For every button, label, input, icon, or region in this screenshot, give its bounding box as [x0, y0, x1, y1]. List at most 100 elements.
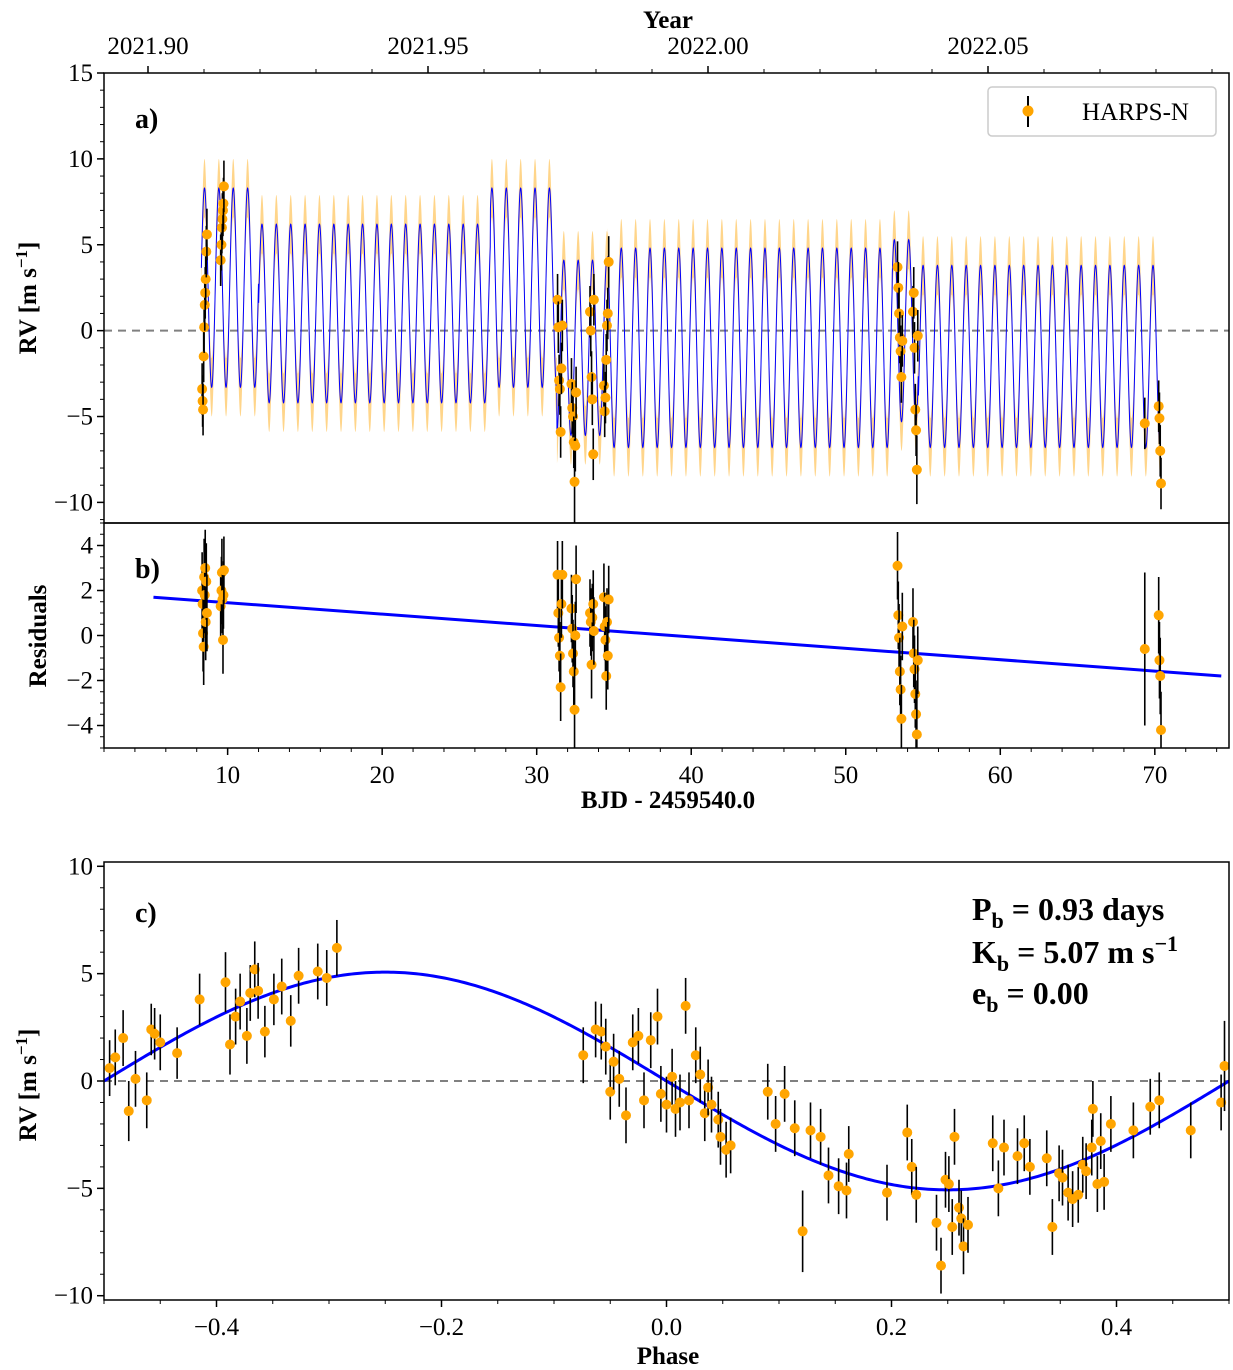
panel-c-point-63: [823, 1170, 834, 1181]
panel-a-point-3: [198, 351, 209, 362]
legend-marker: [1022, 105, 1034, 117]
panel-c-point-58: [779, 1088, 790, 1099]
panel-c-point-11: [220, 977, 231, 988]
param-k-sup: −1: [1154, 931, 1178, 956]
panel-a-point-20: [554, 384, 565, 395]
panel-c-label: c): [135, 898, 157, 929]
panel-c-point-22: [285, 1015, 296, 1026]
panel-c-point-65: [841, 1185, 852, 1196]
panel-a-point-28: [569, 476, 580, 487]
panel-a-point-39: [600, 392, 611, 403]
panel-c-point-1: [110, 1052, 121, 1063]
panel-c-point-62: [815, 1131, 826, 1142]
panel-a: −10 −5 0 5 10 15 2021.90 2021.95 2022.00 2022.05…: [12, 7, 1230, 524]
panel-b-point-22: [556, 599, 567, 609]
panel-b-point-50: [897, 621, 908, 632]
panel-c-point-52: [713, 1114, 724, 1125]
legend-box: [987, 86, 1217, 137]
panel-c-xtick-label-1: −0.2: [419, 1314, 464, 1341]
panel-b-point-44: [892, 560, 903, 571]
panel-c-point-13: [230, 1011, 241, 1022]
panel-c-y-axis-title: RV [m s−1]: [12, 1029, 42, 1142]
panel-b-ytick-label-0: −4: [66, 713, 93, 740]
panel-b-point-43: [603, 594, 614, 605]
panel-a-ytick-label-3: 5: [81, 232, 94, 259]
panel-c-point-5: [141, 1095, 152, 1106]
top-axis-tick-label-2: 2022.00: [667, 33, 748, 60]
panel-c-point-101: [1087, 1103, 1098, 1114]
panel-a-point-55: [911, 425, 922, 436]
panel-c-point-45: [680, 1000, 691, 1011]
panel-c-point-88: [1047, 1222, 1058, 1232]
panel-c-point-19: [259, 1026, 270, 1037]
panel-c-point-47: [690, 1050, 701, 1061]
panel-b-point-30: [571, 574, 582, 585]
panel-b-trend-line: [153, 595, 1222, 678]
panel-c-point-26: [331, 942, 342, 953]
panel-c-point-55: [725, 1140, 736, 1151]
panel-a-point-50: [897, 335, 908, 346]
panel-a-zero-line-group: [104, 187, 1229, 449]
panel-a-point-49: [896, 372, 907, 383]
panel-c-point-29: [596, 1026, 607, 1037]
panel-a-point-60: [1154, 413, 1165, 424]
panel-a-point-22: [556, 363, 567, 374]
panel-a-point-9: [201, 229, 212, 240]
panel-b-point-36: [588, 626, 599, 636]
panel-c-point-50: [703, 1082, 714, 1093]
panel-c-point-107: [1219, 1060, 1229, 1071]
panel-b-point-42: [602, 650, 613, 661]
panel-c-point-86: [1024, 1161, 1035, 1172]
panel-b-point-6: [200, 563, 211, 573]
panel-b-ytick-label-4: 4: [81, 533, 94, 560]
panel-c-point-57: [770, 1118, 781, 1129]
panel-a-y-axis-title: RV [m s−1]: [12, 242, 42, 355]
panel-c-xtick-label-2: 0.0: [651, 1314, 682, 1341]
panel-a-point-56: [911, 464, 922, 475]
param-e-rest: = 0.00: [998, 975, 1088, 1011]
panel-a-point-32: [585, 325, 596, 336]
panel-a-point-7: [200, 274, 211, 285]
panel-c-ytick-label-1: −5: [66, 1175, 93, 1202]
panel-c-point-41: [661, 1099, 672, 1110]
panel-b-xtick-label-1: 20: [370, 762, 395, 789]
panel-c-point-25: [321, 972, 332, 983]
top-axis-tick-label-3: 2022.05: [947, 33, 1028, 60]
panel-c-point-80: [963, 1219, 973, 1230]
panel-c-point-59: [789, 1123, 800, 1134]
panel-c-point-81: [987, 1138, 998, 1149]
panel-c: −10 −5 0 5 10 −0.4 −0.2 0.0 0.2 0.4 Phase RV [m …: [12, 853, 1230, 1370]
panel-c-ylabel-main: RV [m s: [15, 1055, 42, 1141]
panel-b-point-62: [1156, 725, 1167, 735]
panel-b-point-16: [218, 565, 229, 576]
panel-a-point-23: [557, 320, 568, 331]
panel-c-point-33: [614, 1073, 625, 1084]
panel-c-point-39: [652, 1011, 663, 1022]
panel-c-point-7: [149, 1028, 160, 1039]
panel-c-point-79: [958, 1241, 969, 1252]
panel-c-point-66: [843, 1149, 854, 1159]
panel-c-point-100: [1105, 1118, 1116, 1129]
panel-b-ytick-label-2: 0: [81, 623, 94, 650]
panel-a-ytick-label-5: 15: [68, 60, 93, 87]
panel-c-point-10: [194, 994, 205, 1005]
param-e-main: e: [972, 975, 986, 1011]
panel-b-point-61: [1155, 671, 1166, 681]
panel-c-point-48: [695, 1069, 706, 1080]
panel-c-point-23: [293, 970, 304, 981]
panel-b-point-28: [569, 704, 580, 715]
panel-a-ylabel-end: ]: [15, 242, 42, 250]
panel-b-point-23: [557, 569, 568, 580]
panel-c-point-75: [947, 1222, 958, 1232]
panel-b-point-58: [1139, 644, 1150, 654]
panel-c-point-44: [675, 1097, 685, 1108]
param-k-rest: = 5.07 m s: [1009, 934, 1154, 970]
panel-c-x-ticks: −0.4 −0.2 0.0 0.2 0.4: [103, 1300, 1230, 1341]
panel-a-point-16: [218, 181, 229, 192]
panel-c-point-24: [312, 966, 323, 977]
panel-c-point-72: [936, 1260, 946, 1271]
panel-a-point-2: [198, 404, 209, 415]
panel-c-point-18: [253, 985, 264, 996]
panel-c-point-64: [833, 1181, 844, 1192]
